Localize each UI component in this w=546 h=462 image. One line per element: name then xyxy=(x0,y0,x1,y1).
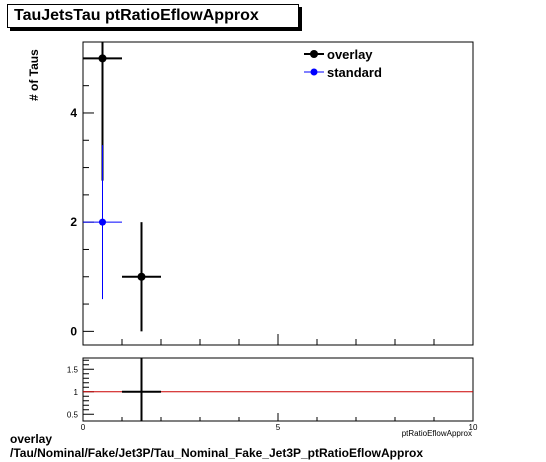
ratio-series xyxy=(83,358,473,421)
ratio-y-tick-label: 1.5 xyxy=(67,365,79,374)
y-axis-label: # of Taus xyxy=(27,49,41,101)
footer-path: /Tau/Nominal/Fake/Jet3P/Tau_Nominal_Fake… xyxy=(10,446,423,460)
standard-point xyxy=(99,218,106,226)
ratio-y-tick-label: 0.5 xyxy=(67,410,79,419)
footer-label: overlay xyxy=(10,432,53,446)
y-tick-label: 2 xyxy=(70,215,77,229)
overlay-point xyxy=(98,54,107,63)
legend: overlay standard xyxy=(304,47,382,80)
ratio-y-tick-label: 1 xyxy=(74,388,79,397)
overlay-point xyxy=(137,272,146,281)
x-tick-label: 10 xyxy=(469,423,478,432)
x-axis-label: ptRatioEflowApprox xyxy=(402,429,472,438)
chart-title-box: TauJetsTau ptRatioEflowApprox xyxy=(7,4,299,28)
legend-standard-marker xyxy=(310,68,318,76)
legend-overlay-label: overlay xyxy=(327,47,373,62)
y-tick-label: 4 xyxy=(70,106,77,120)
legend-standard-label: standard xyxy=(327,65,382,80)
main-axis-ticks: 0 2 4 xyxy=(70,57,474,345)
x-tick-label: 0 xyxy=(81,423,86,432)
y-tick-label: 0 xyxy=(70,324,77,338)
chart-title: TauJetsTau ptRatioEflowApprox xyxy=(14,7,259,24)
legend-overlay-marker xyxy=(310,50,318,58)
main-series xyxy=(83,42,161,332)
x-tick-label: 5 xyxy=(276,423,281,432)
footer: overlay /Tau/Nominal/Fake/Jet3P/Tau_Nomi… xyxy=(10,432,423,460)
